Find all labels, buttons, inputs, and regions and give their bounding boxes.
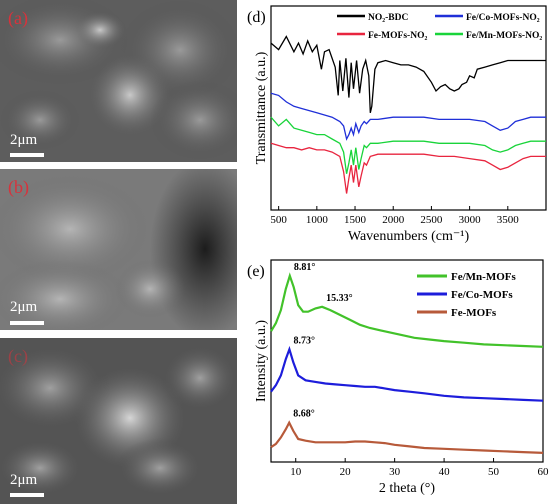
- legend-label: Fe/Co-MOFs: [451, 289, 513, 301]
- x-tick-label: 10: [290, 466, 302, 478]
- x-tick-label: 3500: [497, 214, 520, 226]
- series-line-0: [270, 272, 544, 348]
- series-line-1: [270, 92, 546, 141]
- series-line-2: [270, 420, 544, 454]
- panel-label-b: (b): [8, 177, 29, 197]
- legend-label: NO₂-BDC: [368, 13, 408, 23]
- scale-text-c: 2μm: [10, 472, 38, 488]
- series-line-2: [270, 142, 546, 194]
- peak-annotation: 8.81°: [294, 262, 315, 273]
- scale-bar-a: [10, 153, 44, 157]
- peak-annotation: 8.73°: [293, 335, 315, 346]
- panel-label: (d): [247, 9, 266, 26]
- sem-image-c: (c) 2μm: [0, 338, 237, 504]
- plot-frame: [270, 259, 544, 463]
- scale-bar-c: [10, 493, 44, 497]
- x-tick-label: 40: [439, 466, 451, 478]
- series-line-0: [270, 35, 546, 113]
- peak-annotation: 15.33°: [326, 293, 353, 304]
- sem-texture-a: [0, 0, 237, 162]
- y-axis-label: Transmittance (a.u.): [254, 51, 269, 164]
- panel-label-a: (a): [8, 8, 28, 28]
- series-line-1: [270, 345, 544, 402]
- panel-label-c: (c): [8, 346, 28, 366]
- x-axis-label: 2 theta (°): [379, 481, 435, 496]
- sem-image-a: (a) 2μm: [0, 0, 237, 162]
- legend-label: Fe-MOFs: [451, 307, 497, 319]
- x-tick-label: 1000: [306, 214, 329, 226]
- x-tick-label: 3000: [459, 214, 482, 226]
- legend-label: Fe/Co-MOFs-NO₂: [466, 13, 540, 23]
- x-tick-label: 1500: [344, 214, 367, 226]
- x-tick-label: 60: [538, 466, 550, 478]
- x-tick-label: 30: [389, 466, 401, 478]
- scale-text-b: 2μm: [10, 299, 38, 315]
- x-tick-label: 500: [270, 214, 287, 226]
- x-tick-label: 2000: [382, 214, 405, 226]
- peak-annotation: 8.68°: [293, 409, 315, 420]
- x-axis-label: Wavenumbers (cm⁻¹): [348, 229, 470, 244]
- ftir-chart: 500 1000 1500 2000 2500 3000 3500 Wavenumbers (…: [247, 5, 547, 244]
- legend-label: Fe-MOFs-NO₂: [368, 31, 427, 41]
- legend-label: Fe/Mn-MOFs-NO₂: [466, 31, 542, 41]
- x-tick-label: 50: [488, 466, 500, 478]
- xrd-chart: 10 20 30 40 50 60 2 theta (°) Intensity (a.u.) (…: [247, 259, 550, 496]
- panel-label: (e): [247, 263, 265, 280]
- plot-frame: [270, 5, 547, 211]
- legend-label: Fe/Mn-MOFs: [451, 271, 516, 283]
- x-tick-label: 2500: [420, 214, 443, 226]
- y-axis-label: Intensity (a.u.): [254, 320, 269, 402]
- scale-text-a: 2μm: [10, 132, 38, 148]
- sem-texture-c: [0, 338, 237, 504]
- series-line-3: [270, 116, 546, 174]
- scale-bar-b: [10, 321, 44, 325]
- x-tick-label: 20: [340, 466, 352, 478]
- sem-texture-b: [0, 169, 237, 330]
- sem-image-b: (b) 2μm: [0, 169, 237, 330]
